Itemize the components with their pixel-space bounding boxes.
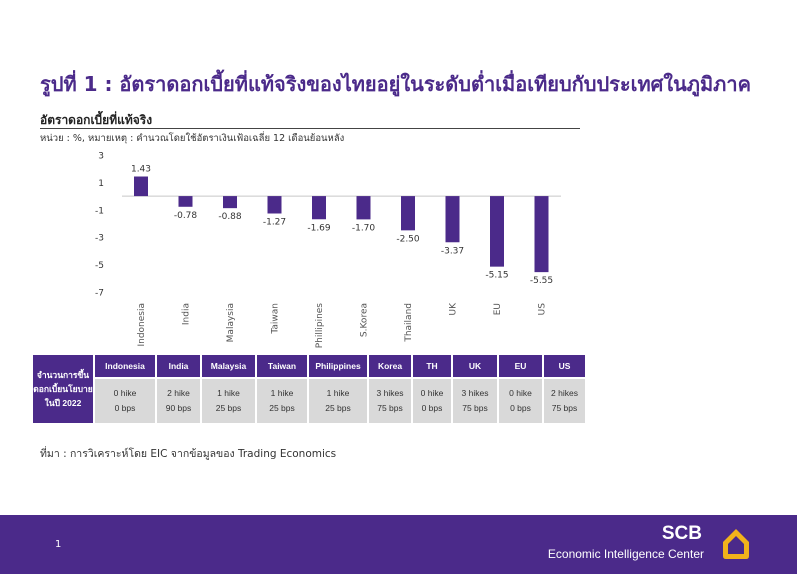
bar (134, 176, 148, 197)
bar (223, 196, 237, 209)
table-col-header: Indonesia (95, 355, 155, 377)
x-tick-label: Taiwan (271, 303, 281, 335)
x-tick-label: Thailand (404, 303, 414, 343)
table-cell: 0 hike 0 bps (499, 379, 542, 423)
x-tick-label: Phillipines (315, 303, 325, 349)
y-tick-label: -3 (95, 234, 104, 244)
table-col-header: Malaysia (202, 355, 255, 377)
data-label: -3.37 (441, 246, 464, 256)
y-tick-label: -7 (95, 289, 104, 299)
bar (356, 196, 371, 220)
table-col-header: Taiwan (257, 355, 307, 377)
table-col-header: Korea (369, 355, 411, 377)
y-tick-label: -1 (95, 206, 104, 216)
table-col-header: TH (413, 355, 451, 377)
y-tick-label: 3 (98, 152, 104, 162)
table-row-header: จำนวนการขึ้นดอกเบี้ยนโยบายในปี 2022 (33, 355, 93, 423)
table-col-header: US (544, 355, 585, 377)
table-col-header: India (157, 355, 200, 377)
x-tick-label: S.Korea (360, 303, 370, 337)
bar (267, 196, 282, 214)
bar (178, 196, 193, 207)
brand-subtitle: Economic Intelligence Center (547, 547, 704, 561)
table-cell: 2 hikes 75 bps (544, 379, 585, 423)
bar (312, 196, 326, 220)
table-col-header: UK (453, 355, 497, 377)
chart-subtitle: อัตราดอกเบี้ยที่แท้จริง (40, 113, 153, 127)
scb-house-icon (723, 529, 749, 559)
footer-bar: 1 SCB Economic Intelligence Center (0, 515, 797, 574)
source-note: ที่มา : การวิเคราะห์โดย EIC จากข้อมูลของ… (40, 448, 337, 460)
table-cell: 3 hikes 75 bps (369, 379, 411, 423)
data-label: -2.50 (396, 234, 420, 244)
rate-hike-table: จำนวนการขึ้นดอกเบี้ยนโยบายในปี 2022 Indo… (31, 353, 587, 425)
page-title: รูปที่ 1 : อัตราดอกเบี้ยที่แท้จริงของไทย… (40, 72, 751, 96)
table-cell: 1 hike 25 bps (202, 379, 255, 423)
data-label: -0.78 (174, 211, 198, 221)
data-label: -1.69 (307, 223, 331, 233)
y-tick-label: -5 (95, 261, 104, 271)
x-tick-label: EU (493, 303, 503, 315)
data-label: -5.15 (485, 271, 508, 281)
x-tick-label: UK (449, 302, 459, 316)
x-tick-label: Malaysia (226, 303, 236, 342)
data-label: -1.27 (263, 217, 286, 227)
divider (40, 128, 580, 129)
y-tick-label: 1 (98, 179, 104, 189)
bar (490, 196, 504, 267)
data-label: -1.70 (352, 223, 376, 233)
table-col-header: Philippines (309, 355, 367, 377)
bar (445, 196, 460, 243)
table-cell: 2 hike 90 bps (157, 379, 200, 423)
table-cell: 3 hikes 75 bps (453, 379, 497, 423)
x-tick-label: Indonesia (137, 303, 147, 347)
x-tick-label: India (182, 303, 192, 325)
table-cell: 1 hike 25 bps (257, 379, 307, 423)
bar (401, 196, 415, 231)
table-cell: 0 hike 0 bps (95, 379, 155, 423)
data-label: -0.88 (218, 212, 242, 222)
bar (534, 196, 549, 273)
table-col-header: EU (499, 355, 542, 377)
chart-note: หน่วย : %, หมายเหตุ : คำนวณโดยใช้อัตราเง… (40, 133, 345, 144)
brand-name: SCB (661, 523, 702, 544)
data-label: -5.55 (530, 276, 553, 286)
table-cell: 1 hike 25 bps (309, 379, 367, 423)
bar-chart: 3 1 -1 -3 -5 -7 1.43 Indonesia -0.78 India -0.88 Ma… (95, 152, 561, 349)
x-tick-label: US (538, 303, 548, 316)
page-number: 1 (55, 539, 62, 550)
table-cell: 0 hike 0 bps (413, 379, 451, 423)
data-label: 1.43 (131, 165, 151, 175)
